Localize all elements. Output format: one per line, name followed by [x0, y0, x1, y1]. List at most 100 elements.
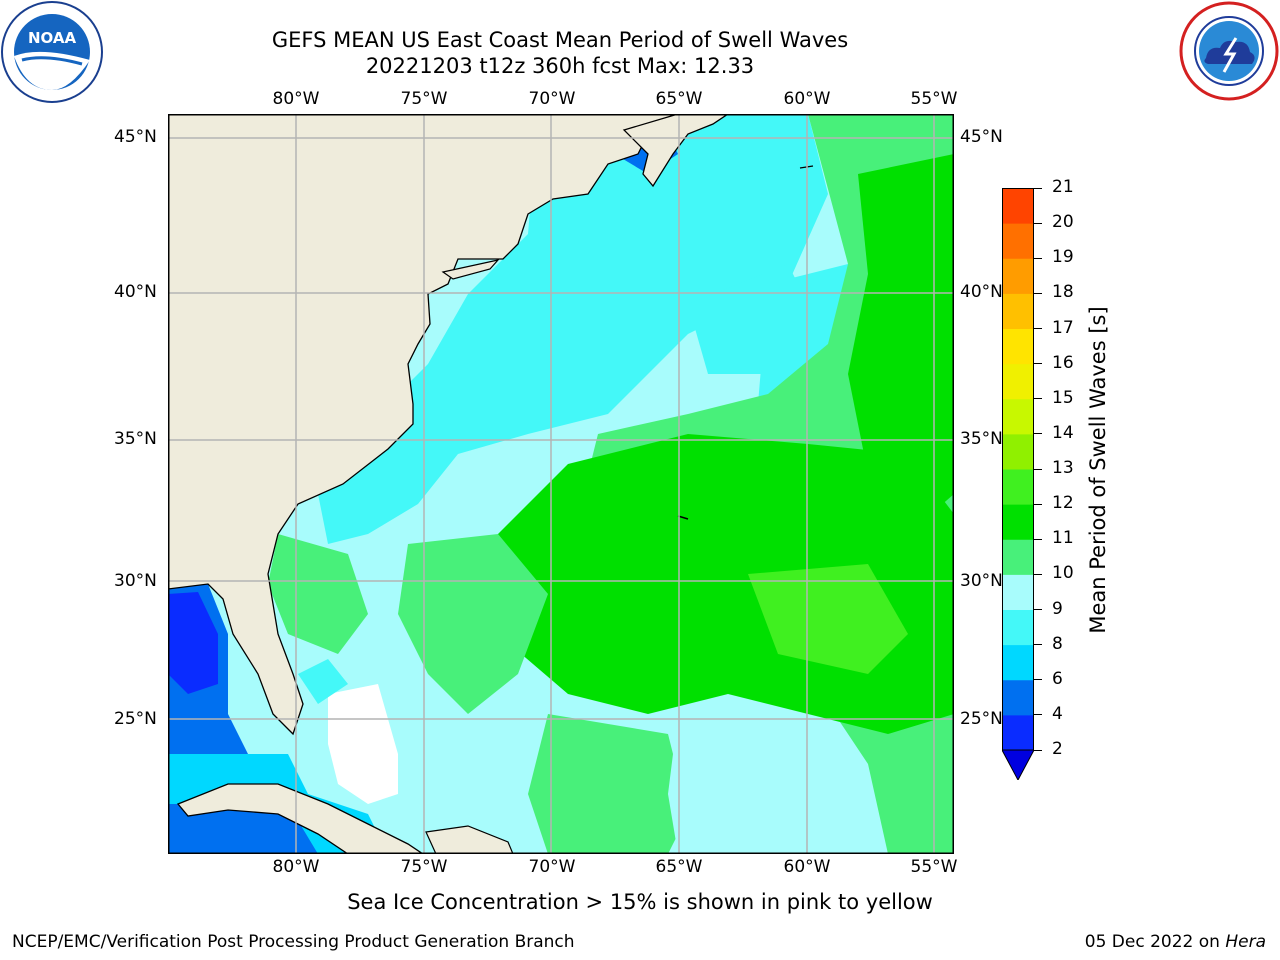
colorbar-tick-label: 12: [1052, 493, 1074, 514]
colorbar-tick-mark: [1034, 433, 1042, 435]
colorbar-segment: [1002, 714, 1034, 751]
colorbar-segment: [1002, 574, 1034, 610]
colorbar-tick-mark: [1034, 328, 1042, 329]
colorbar-tick-mark: [1034, 644, 1042, 646]
colorbar: [1002, 188, 1034, 780]
colorbar-tick-label: 11: [1052, 528, 1074, 549]
caribbean-blue: [168, 804, 318, 854]
lat-label-left-45n: 45°N: [114, 127, 157, 147]
colorbar-segment: [1002, 188, 1034, 224]
lat-label-right-35n: 35°N: [960, 429, 1003, 449]
lon-label-bottom-55w: 55°W: [910, 857, 958, 877]
lon-label-top-65w: 65°W: [655, 89, 703, 109]
lat-label-right-30n: 30°N: [960, 571, 1003, 591]
colorbar-tick-label: 20: [1052, 212, 1074, 233]
green-south: [528, 714, 688, 854]
lon-label-bottom-70w: 70°W: [528, 857, 576, 877]
colorbar-tick-label: 21: [1052, 177, 1074, 197]
colorbar-tick-label: 19: [1052, 247, 1074, 268]
lat-label-left-30n: 30°N: [114, 571, 157, 591]
colorbar-tick-mark: [1034, 257, 1042, 259]
colorbar-segment: [1002, 469, 1034, 505]
lon-label-bottom-60w: 60°W: [783, 857, 831, 877]
lon-label-top-80w: 80°W: [272, 89, 320, 109]
colorbar-tick-mark: [1034, 292, 1042, 294]
colorbar-tick-mark: [1034, 573, 1042, 575]
nova-scotia-land: [622, 114, 730, 188]
map-title: GEFS MEAN US East Coast Mean Period of S…: [271, 28, 849, 52]
colorbar-tick-mark: [1034, 363, 1042, 365]
colorbar-tick-mark: [1034, 714, 1042, 716]
footer-host: Hera: [1225, 932, 1266, 952]
colorbar-tick-label: 2: [1052, 739, 1063, 759]
graticule: [168, 114, 954, 854]
colorbar-tick-mark: [1034, 609, 1042, 610]
swell-period-map: [168, 114, 954, 854]
bahamas-cyan: [298, 659, 348, 704]
colorbar-segment: [1002, 609, 1034, 646]
colorbar-tick-label: 17: [1052, 317, 1074, 338]
footer-branch: NCEP/EMC/Verification Post Processing Pr…: [12, 932, 575, 952]
colorbar-segment: [1002, 644, 1034, 681]
lat-label-right-25n: 25°N: [960, 709, 1003, 729]
bright-green-northeast: [848, 154, 954, 534]
lat-label-right-45n: 45°N: [960, 127, 1003, 147]
colorbar-tick-label: 14: [1052, 422, 1074, 443]
lon-label-top-55w: 55°W: [910, 89, 958, 109]
gulf-deep-blue: [168, 592, 218, 694]
lat-label-right-40n: 40°N: [960, 282, 1003, 302]
colorbar-segment: [1002, 679, 1034, 716]
colorbar-tick-mark: [1034, 398, 1042, 400]
sea-ice-caption: Sea Ice Concentration > 15% is shown in …: [347, 890, 933, 914]
colorbar-under-arrow: [1002, 749, 1034, 780]
colorbar-segment: [1002, 363, 1034, 400]
green-southwest: [398, 534, 548, 714]
cyan-band-north: [318, 114, 828, 544]
lon-label-bottom-80w: 80°W: [272, 857, 320, 877]
noaa-logo-text: NOAA: [28, 29, 77, 47]
lat-label-left-35n: 35°N: [114, 429, 157, 449]
colorbar-segment: [1002, 258, 1034, 294]
colorbar-tick-mark: [1034, 187, 1042, 189]
colorbar-tick-label: 6: [1052, 668, 1063, 689]
colorbar-segment: [1002, 293, 1034, 329]
footer-date: 05 Dec 2022 on Hera: [1085, 932, 1266, 952]
colorbar-tick-mark: [1034, 222, 1042, 224]
colorbar-tick-label: 13: [1052, 458, 1074, 478]
lat-label-left-25n: 25°N: [114, 709, 157, 729]
long-island-land: [441, 259, 500, 280]
colorbar-segment: [1002, 433, 1034, 470]
colorbar-frame: [1002, 188, 1034, 751]
green-near-florida: [268, 534, 368, 654]
colorbar-segment: [1002, 223, 1034, 259]
noaa-logo-icon: NOAA: [1, 1, 103, 103]
colorbar-tick-mark: [1034, 749, 1042, 751]
colorbar-tick-mark: [1034, 538, 1042, 540]
north-america-land: [168, 114, 689, 736]
colorbar-tick-label: 8: [1052, 633, 1063, 654]
footer-date-text: 05 Dec 2022 on: [1084, 932, 1226, 952]
colorbar-segment: [1002, 539, 1034, 575]
colorbar-segment: [1002, 504, 1034, 540]
colorbar-label: Mean Period of Swell Waves [s]: [1086, 306, 1110, 634]
lime-patch: [748, 564, 908, 674]
colorbar-segment: [1002, 398, 1034, 435]
lon-label-top-75w: 75°W: [400, 89, 448, 109]
colorbar-segment: [1002, 328, 1034, 365]
colorbar-tick-label: 16: [1052, 352, 1074, 373]
colorbar-tick-label: 9: [1052, 598, 1063, 619]
colorbar-tick-mark: [1034, 679, 1042, 681]
cuba-land: [176, 783, 425, 854]
colorbar-tick-label: 15: [1052, 387, 1074, 408]
colorbar-tick-label: 18: [1052, 282, 1074, 303]
colorbar-tick-mark: [1034, 468, 1042, 470]
colorbar-tick-label: 4: [1052, 703, 1063, 724]
lon-label-bottom-65w: 65°W: [655, 857, 703, 877]
lon-label-top-60w: 60°W: [783, 89, 831, 109]
nws-logo-icon: [1179, 1, 1279, 101]
hispaniola-land: [425, 825, 514, 854]
lon-label-top-70w: 70°W: [528, 89, 576, 109]
map-subtitle: 20221203 t12z 360h fcst Max: 12.33: [365, 54, 755, 78]
colorbar-tick-label: 10: [1052, 563, 1074, 584]
lat-label-left-40n: 40°N: [114, 282, 157, 302]
